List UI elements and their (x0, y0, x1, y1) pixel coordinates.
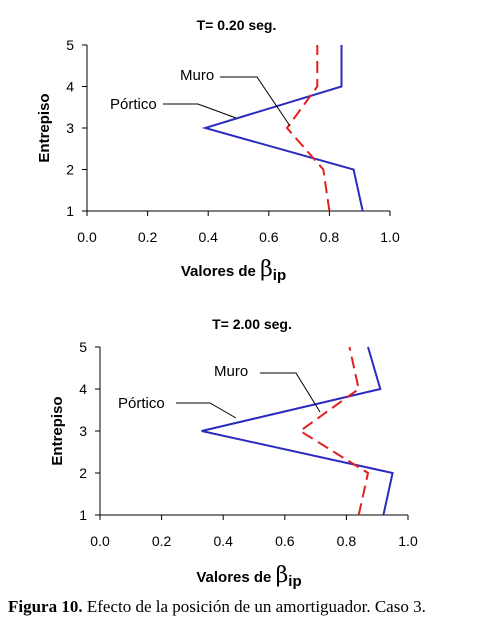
x-tick-label: 0.2 (138, 229, 158, 245)
series-line-muro (285, 45, 331, 212)
muro-annotation-leader (260, 372, 321, 413)
y-tick-label: 5 (66, 37, 74, 53)
figure: T= 0.20 seg. 0.0 0.2 0.4 0.6 0.8 1.0 1 2 3 4 5 Entre… (36, 17, 418, 590)
portico-annotation-label: Pórtico (110, 96, 157, 113)
x-axis-label-text: Valores de (196, 569, 275, 586)
x-tick-label: 0.2 (152, 533, 172, 549)
y-tick-label: 2 (66, 162, 74, 178)
x-axis-label-subscript: ip (273, 267, 286, 284)
x-axis-label-text: Valores de (181, 263, 260, 280)
y-tick-label: 3 (79, 423, 87, 439)
x-axis-label: Valores de βip (196, 563, 301, 590)
x-axis-label-beta: β (260, 257, 273, 282)
muro-annotation-label: Muro (214, 363, 248, 380)
y-tick-label: 1 (79, 507, 87, 523)
y-tick-label: 4 (66, 79, 74, 95)
muro-annotation-label: Muro (180, 67, 214, 84)
figure-caption: Figura 10. Efecto de la posición de un a… (8, 597, 426, 617)
chart-title: T= 0.20 seg. (197, 17, 277, 33)
x-tick-label: 0.4 (213, 533, 233, 549)
y-tick-label: 5 (79, 339, 87, 355)
x-tick-label: 0.0 (90, 533, 110, 549)
y-tick-label: 2 (79, 465, 87, 481)
series-line-muro (298, 346, 370, 516)
chart-title: T= 2.00 seg. (212, 316, 292, 332)
x-tick-label: 0.8 (320, 229, 340, 245)
portico-annotation-label: Pórtico (118, 395, 165, 412)
caption-label: Figura 10. (8, 597, 83, 616)
x-tick-label: 1.0 (380, 229, 400, 245)
portico-annotation-leader (176, 402, 237, 419)
y-tick-label: 1 (66, 203, 74, 219)
x-tick-label: 0.6 (259, 229, 279, 245)
x-axis-label-subscript: ip (288, 573, 301, 590)
y-axis-label: Entrepiso (36, 93, 53, 162)
y-tick-label: 3 (66, 120, 74, 136)
x-tick-label: 0.6 (275, 533, 295, 549)
x-tick-label: 0.8 (337, 533, 357, 549)
portico-annotation-leader (163, 103, 237, 119)
series-line-portico (201, 45, 364, 212)
x-axis-label-beta: β (276, 563, 289, 588)
y-tick-label: 4 (79, 381, 87, 397)
y-axis-label: Entrepiso (49, 396, 66, 465)
x-tick-label: 0.4 (198, 229, 218, 245)
chart-1: T= 0.20 seg. 0.0 0.2 0.4 0.6 0.8 1.0 1 2 3 4 5 Entre… (36, 17, 400, 284)
x-tick-label: 1.0 (398, 533, 418, 549)
x-axis-label: Valores de βip (181, 257, 286, 284)
chart-2: T= 2.00 seg. 0.0 0.2 0.4 0.6 0.8 1.0 1 2 3 4 5 Entre… (49, 316, 418, 590)
x-tick-label: 0.0 (77, 229, 97, 245)
caption-text: Efecto de la posición de un amortiguador… (82, 597, 426, 616)
series-line-portico (201, 346, 394, 516)
muro-annotation-leader (220, 76, 291, 127)
